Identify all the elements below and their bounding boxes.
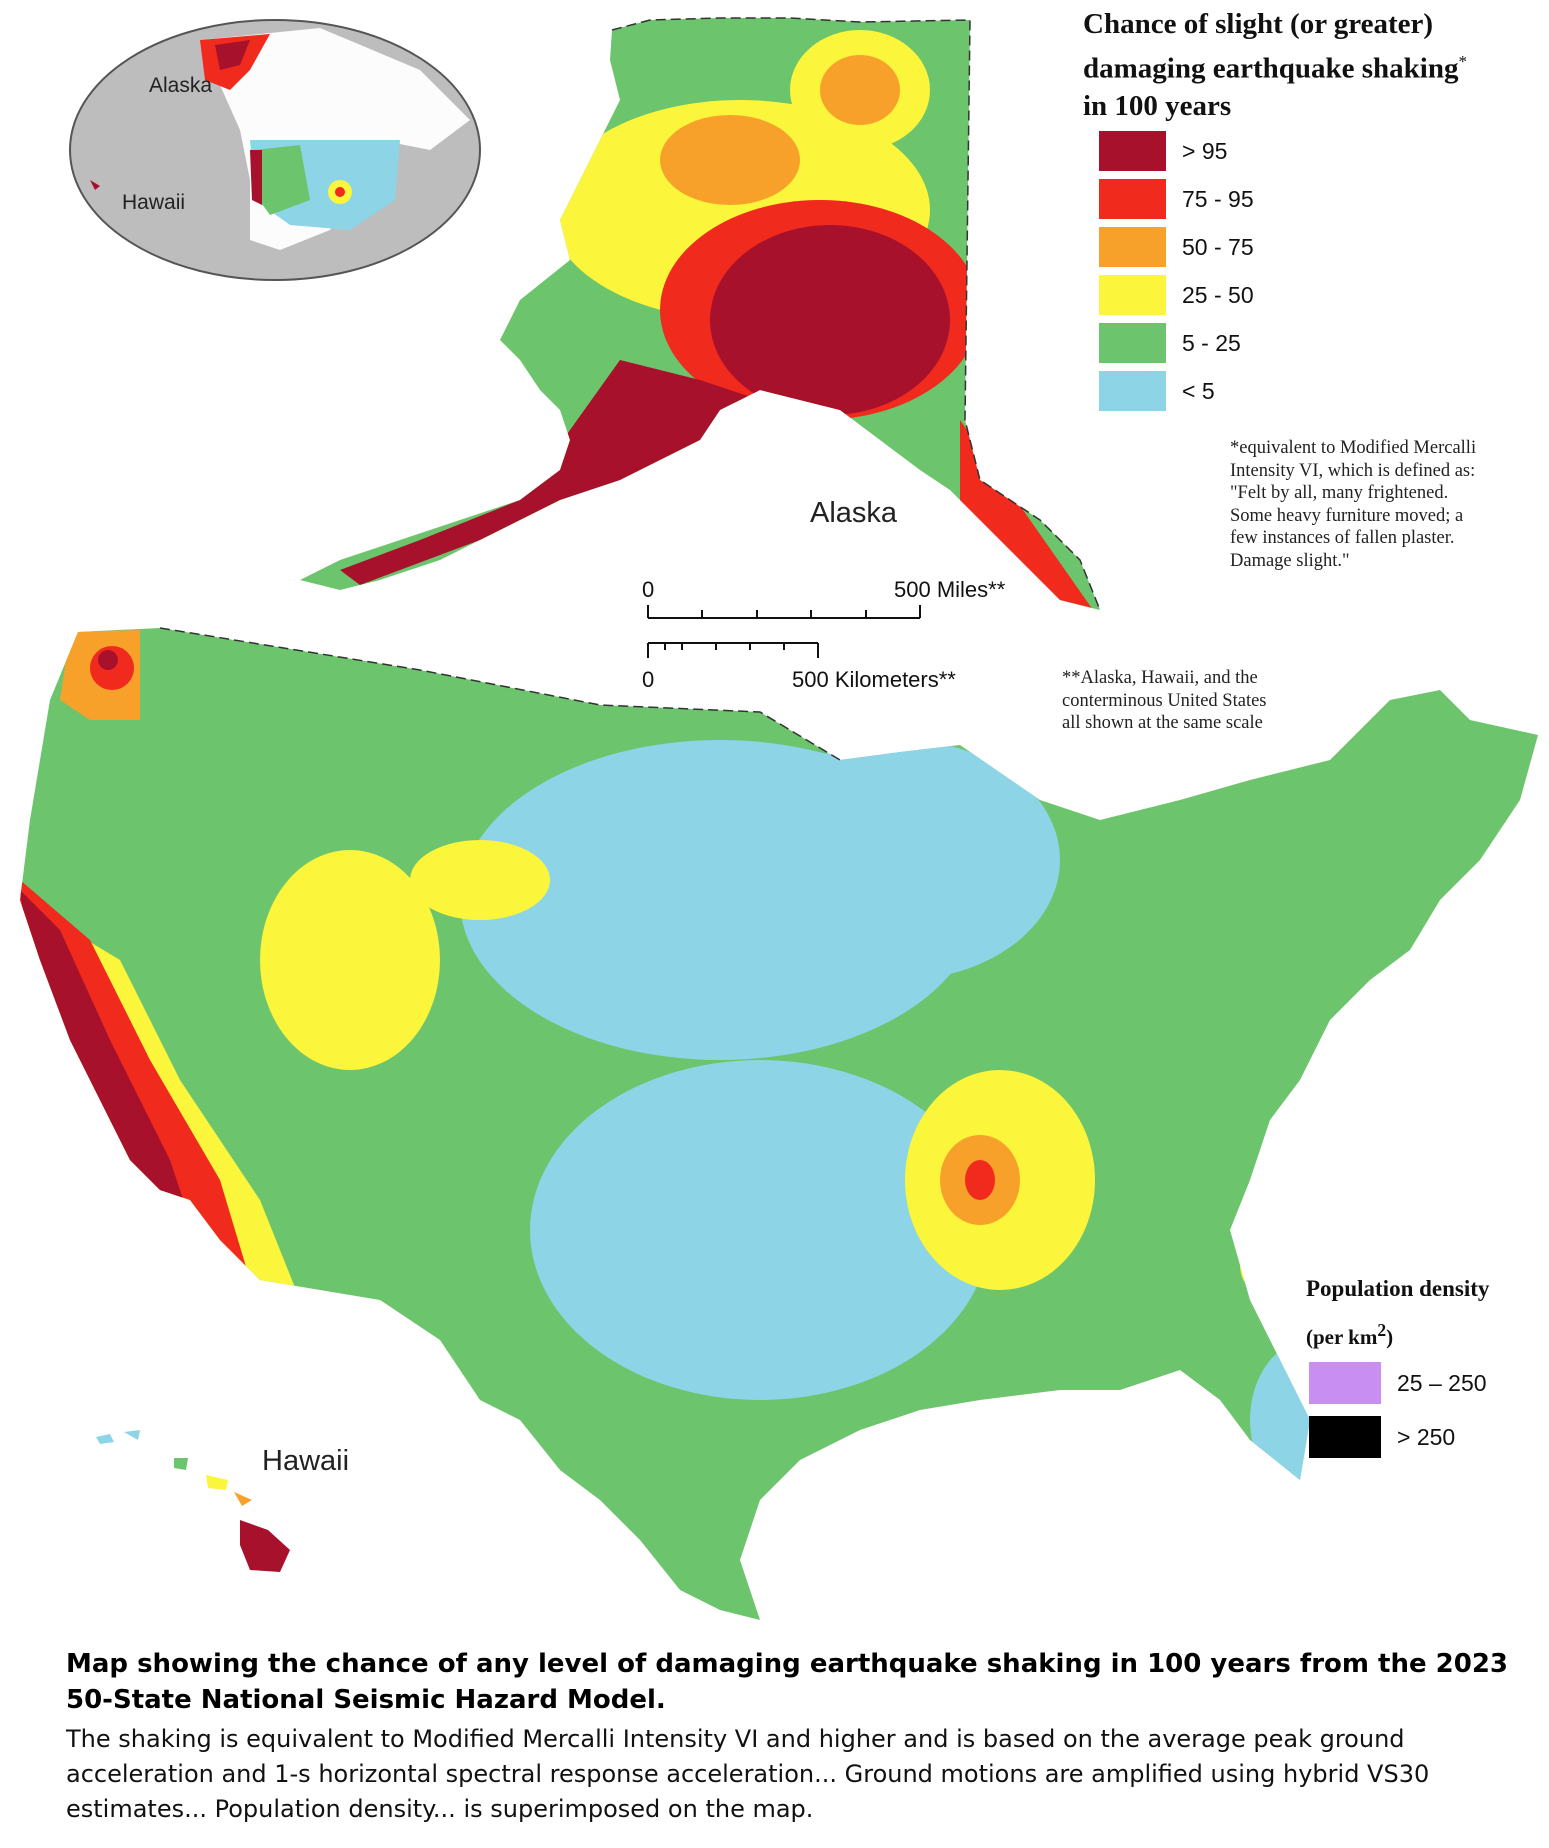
legend-item: 50 - 75	[1099, 225, 1254, 269]
inset-hawaii-label: Hawaii	[122, 191, 186, 214]
population-unit-sup: 2	[1377, 1320, 1387, 1340]
population-swatch	[1309, 1416, 1381, 1458]
legend-title-text: Chance of slight (or greater) damaging e…	[1083, 8, 1459, 85]
alaska-label: Alaska	[810, 497, 898, 529]
legend-item: < 5	[1099, 369, 1215, 413]
population-unit-prefix: (per km	[1306, 1325, 1378, 1349]
population-legend-item: > 250	[1309, 1416, 1455, 1458]
legend-item: 5 - 25	[1099, 321, 1241, 365]
legend-swatch	[1099, 131, 1166, 171]
hawaii-label: Hawaii	[262, 1445, 350, 1477]
legend-label: 75 - 95	[1182, 185, 1254, 212]
inset-alaska-label: Alaska	[149, 74, 213, 97]
legend-item: 25 - 50	[1099, 273, 1254, 317]
legend-swatch	[1099, 227, 1166, 267]
population-unit-suffix: )	[1386, 1325, 1394, 1349]
legend-label: 25 - 50	[1182, 281, 1254, 308]
legend-swatch	[1099, 179, 1166, 219]
scale-footnote: **Alaska, Hawaii, and the conterminous U…	[1062, 668, 1267, 733]
population-label: 25 – 250	[1397, 1369, 1487, 1396]
hawaii-map	[96, 1430, 290, 1572]
population-legend-item: 25 – 250	[1309, 1362, 1487, 1404]
legend-swatch	[1099, 371, 1166, 411]
population-label: > 250	[1397, 1423, 1456, 1450]
legend-title: Chance of slight (or greater) damaging e…	[1083, 6, 1543, 125]
legend-swatch	[1099, 275, 1166, 315]
legend-label: > 95	[1182, 137, 1228, 164]
population-legend-unit: (per km2)	[1306, 1320, 1393, 1350]
scale-bar	[647, 605, 921, 658]
legend-item: 75 - 95	[1099, 177, 1254, 221]
legend-label: 5 - 25	[1182, 329, 1241, 356]
conus-outline	[159, 627, 841, 761]
caption-body: The shaking is equivalent to Modified Me…	[66, 1725, 1430, 1823]
mercalli-footnote: *equivalent to Modified Mercalli Intensi…	[1230, 438, 1477, 571]
population-swatch	[1309, 1362, 1381, 1404]
scale-km-zero: 0	[642, 667, 655, 692]
caption-title: Map showing the chance of any level of d…	[66, 1649, 1509, 1715]
legend-item: > 95	[1099, 129, 1227, 173]
legend-title-line3: in 100 years	[1083, 89, 1232, 122]
population-legend-title: Population density	[1306, 1276, 1490, 1301]
scale-miles-zero: 0	[642, 577, 655, 602]
conus-map	[20, 628, 1538, 1620]
legend-label: < 5	[1182, 377, 1215, 404]
scale-miles-label: 500 Miles**	[894, 577, 1006, 602]
legend-swatch	[1099, 323, 1166, 363]
legend-label: 50 - 75	[1182, 233, 1254, 260]
globe-inset	[69, 19, 481, 281]
legend-title-marker: *	[1458, 52, 1468, 71]
scale-km-label: 500 Kilometers**	[792, 667, 956, 692]
